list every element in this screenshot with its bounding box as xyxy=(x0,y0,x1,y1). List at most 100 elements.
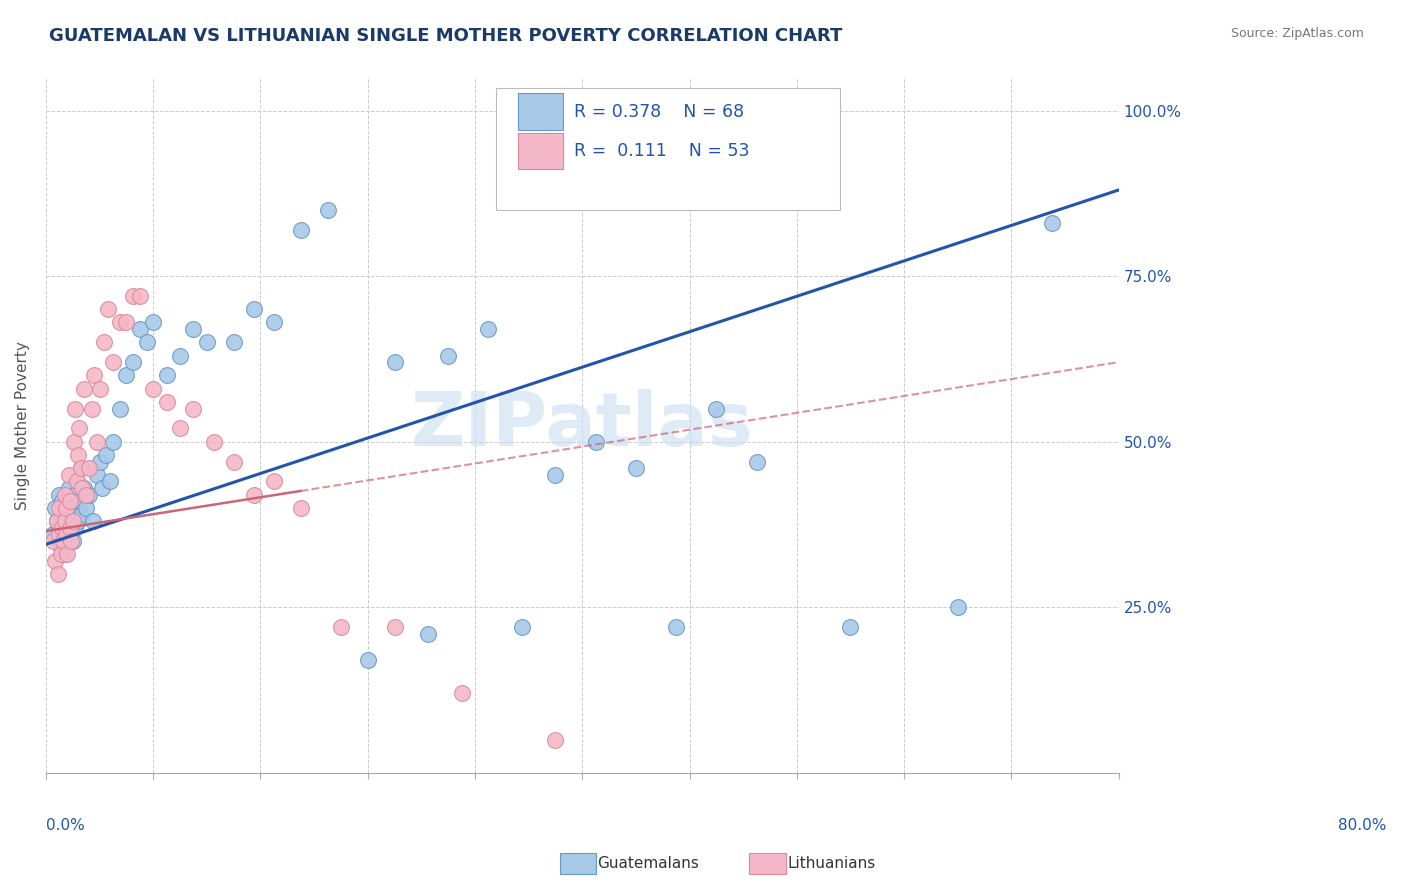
Point xyxy=(59,521,82,535)
Point xyxy=(62,514,84,528)
Point xyxy=(128,322,150,336)
Point xyxy=(63,488,86,502)
Point xyxy=(48,527,70,541)
Point xyxy=(290,500,312,515)
Point xyxy=(66,475,89,489)
Point xyxy=(97,302,120,317)
Point xyxy=(86,434,108,449)
Point xyxy=(51,521,73,535)
Point xyxy=(58,467,80,482)
Point xyxy=(65,401,87,416)
Point xyxy=(69,494,91,508)
Point xyxy=(77,461,100,475)
Point xyxy=(437,349,460,363)
Point xyxy=(544,467,567,482)
Point xyxy=(70,508,93,522)
Text: Source: ZipAtlas.com: Source: ZipAtlas.com xyxy=(1230,27,1364,40)
Text: ZIPatlas: ZIPatlas xyxy=(411,389,754,461)
Point xyxy=(80,401,103,416)
Text: GUATEMALAN VS LITHUANIAN SINGLE MOTHER POVERTY CORRELATION CHART: GUATEMALAN VS LITHUANIAN SINGLE MOTHER P… xyxy=(49,27,842,45)
Point xyxy=(195,335,218,350)
Point xyxy=(59,527,82,541)
Point xyxy=(75,488,97,502)
Text: R = 0.378    N = 68: R = 0.378 N = 68 xyxy=(574,103,744,120)
Point xyxy=(89,382,111,396)
Point xyxy=(384,355,406,369)
Point xyxy=(48,488,70,502)
Point xyxy=(544,732,567,747)
Point xyxy=(665,620,688,634)
Point xyxy=(41,533,63,548)
Point xyxy=(44,500,66,515)
Point xyxy=(839,620,862,634)
Point xyxy=(55,521,77,535)
Point xyxy=(59,494,82,508)
Point xyxy=(202,434,225,449)
Point xyxy=(89,454,111,468)
Point xyxy=(108,315,131,329)
Point xyxy=(183,322,205,336)
Point xyxy=(51,514,73,528)
Text: Lithuanians: Lithuanians xyxy=(787,856,876,871)
Point xyxy=(53,488,76,502)
Point xyxy=(115,315,138,329)
Point xyxy=(96,448,118,462)
Point xyxy=(52,533,75,548)
Point xyxy=(169,349,191,363)
Point xyxy=(585,434,607,449)
Point xyxy=(416,626,439,640)
Point xyxy=(53,508,76,522)
Point xyxy=(946,600,969,615)
Point xyxy=(290,223,312,237)
Point xyxy=(86,467,108,482)
Point xyxy=(263,475,285,489)
Point xyxy=(263,315,285,329)
Point xyxy=(357,653,380,667)
Point xyxy=(115,368,138,383)
Text: Guatemalans: Guatemalans xyxy=(598,856,699,871)
Point xyxy=(55,527,77,541)
Point xyxy=(69,461,91,475)
Point xyxy=(101,355,124,369)
Point xyxy=(58,481,80,495)
Point xyxy=(169,421,191,435)
Point xyxy=(65,521,87,535)
Text: 80.0%: 80.0% xyxy=(1339,818,1386,833)
Point xyxy=(624,461,647,475)
Point xyxy=(45,514,67,528)
Point xyxy=(83,368,105,383)
Point xyxy=(477,322,499,336)
Point xyxy=(128,289,150,303)
Point xyxy=(48,521,70,535)
Point xyxy=(56,547,79,561)
Point xyxy=(55,500,77,515)
Point xyxy=(745,454,768,468)
FancyBboxPatch shape xyxy=(517,133,562,169)
Point xyxy=(122,289,145,303)
Text: R =  0.111    N = 53: R = 0.111 N = 53 xyxy=(574,142,749,161)
Point xyxy=(60,500,83,515)
Point xyxy=(67,514,90,528)
Point xyxy=(384,620,406,634)
Y-axis label: Single Mother Poverty: Single Mother Poverty xyxy=(15,341,30,509)
FancyBboxPatch shape xyxy=(517,94,562,129)
Point xyxy=(53,514,76,528)
Point xyxy=(70,481,93,495)
Point xyxy=(329,620,352,634)
Point xyxy=(222,454,245,468)
Point xyxy=(58,514,80,528)
Point xyxy=(56,533,79,548)
Point xyxy=(44,554,66,568)
Point xyxy=(142,382,165,396)
Point xyxy=(77,488,100,502)
Point xyxy=(142,315,165,329)
Point xyxy=(63,434,86,449)
Point xyxy=(49,541,72,555)
Point xyxy=(243,302,266,317)
Point xyxy=(53,547,76,561)
Point xyxy=(82,514,104,528)
Point xyxy=(101,434,124,449)
FancyBboxPatch shape xyxy=(496,88,839,210)
Point xyxy=(46,533,69,548)
Point xyxy=(41,527,63,541)
